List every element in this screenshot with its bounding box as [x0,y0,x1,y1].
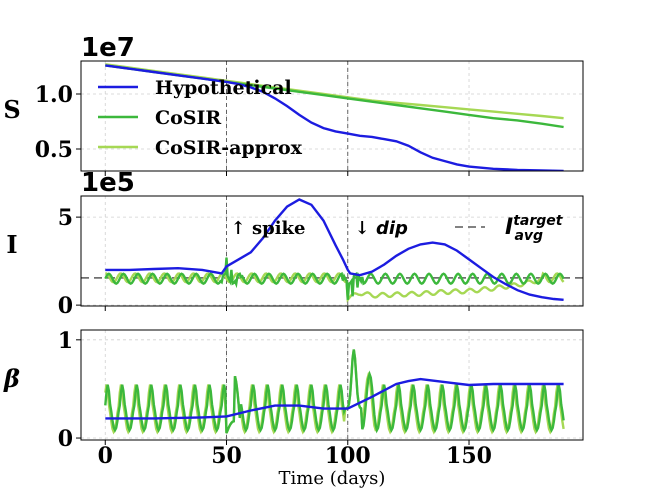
y-tick-label: 1.0 [35,82,73,108]
beta-panel: 0 1 β 0 50 100 150 Time (days) [3,328,584,489]
x-tick-label: 150 [446,443,492,469]
legend-label-cosir-approx: CoSIR-approx [155,137,303,159]
y-tick-label: 0 [58,293,73,319]
offset-label: 1e7 [81,33,135,63]
y-axis-label: β [3,364,20,393]
x-tick-label: 100 [325,443,371,469]
axes-frame [80,329,584,441]
annotation-spike: ↑ spike [231,218,306,239]
series-line-hypothetical [105,64,564,171]
series-line-cosir [104,349,565,434]
series-line-hypothetical [105,377,564,420]
series-line-hypothetical [105,198,564,301]
legend-label-target: Itarget avg [505,213,564,244]
i-panel: 0 5 1e5 I ↑ spike ↓ dip Itarget avg [6,168,584,319]
x-axis-label: Time (days) [279,468,386,489]
legend-label-hypothetical: Hypothetical [155,77,292,99]
axes-frame [80,60,584,172]
series-line-cosir-approx [105,271,565,303]
s-panel: 0.5 1.0 1e7 S Hypothetical CoSIR CoSIR-approx [3,33,584,176]
y-tick-label: 0 [58,426,73,452]
x-tick-label: 50 [211,443,242,469]
y-axis-label: S [3,95,20,124]
axes-frame [80,195,584,307]
offset-label: 1e5 [81,168,135,198]
y-tick-label: 5 [58,205,73,231]
y-axis-label: I [6,230,17,259]
y-tick-label: 1 [58,328,73,354]
annotation-dip: ↓ dip [355,218,408,239]
y-tick-label: 0.5 [35,137,73,163]
legend-label-cosir: CoSIR [155,107,221,129]
x-tick-label: 0 [98,443,113,469]
